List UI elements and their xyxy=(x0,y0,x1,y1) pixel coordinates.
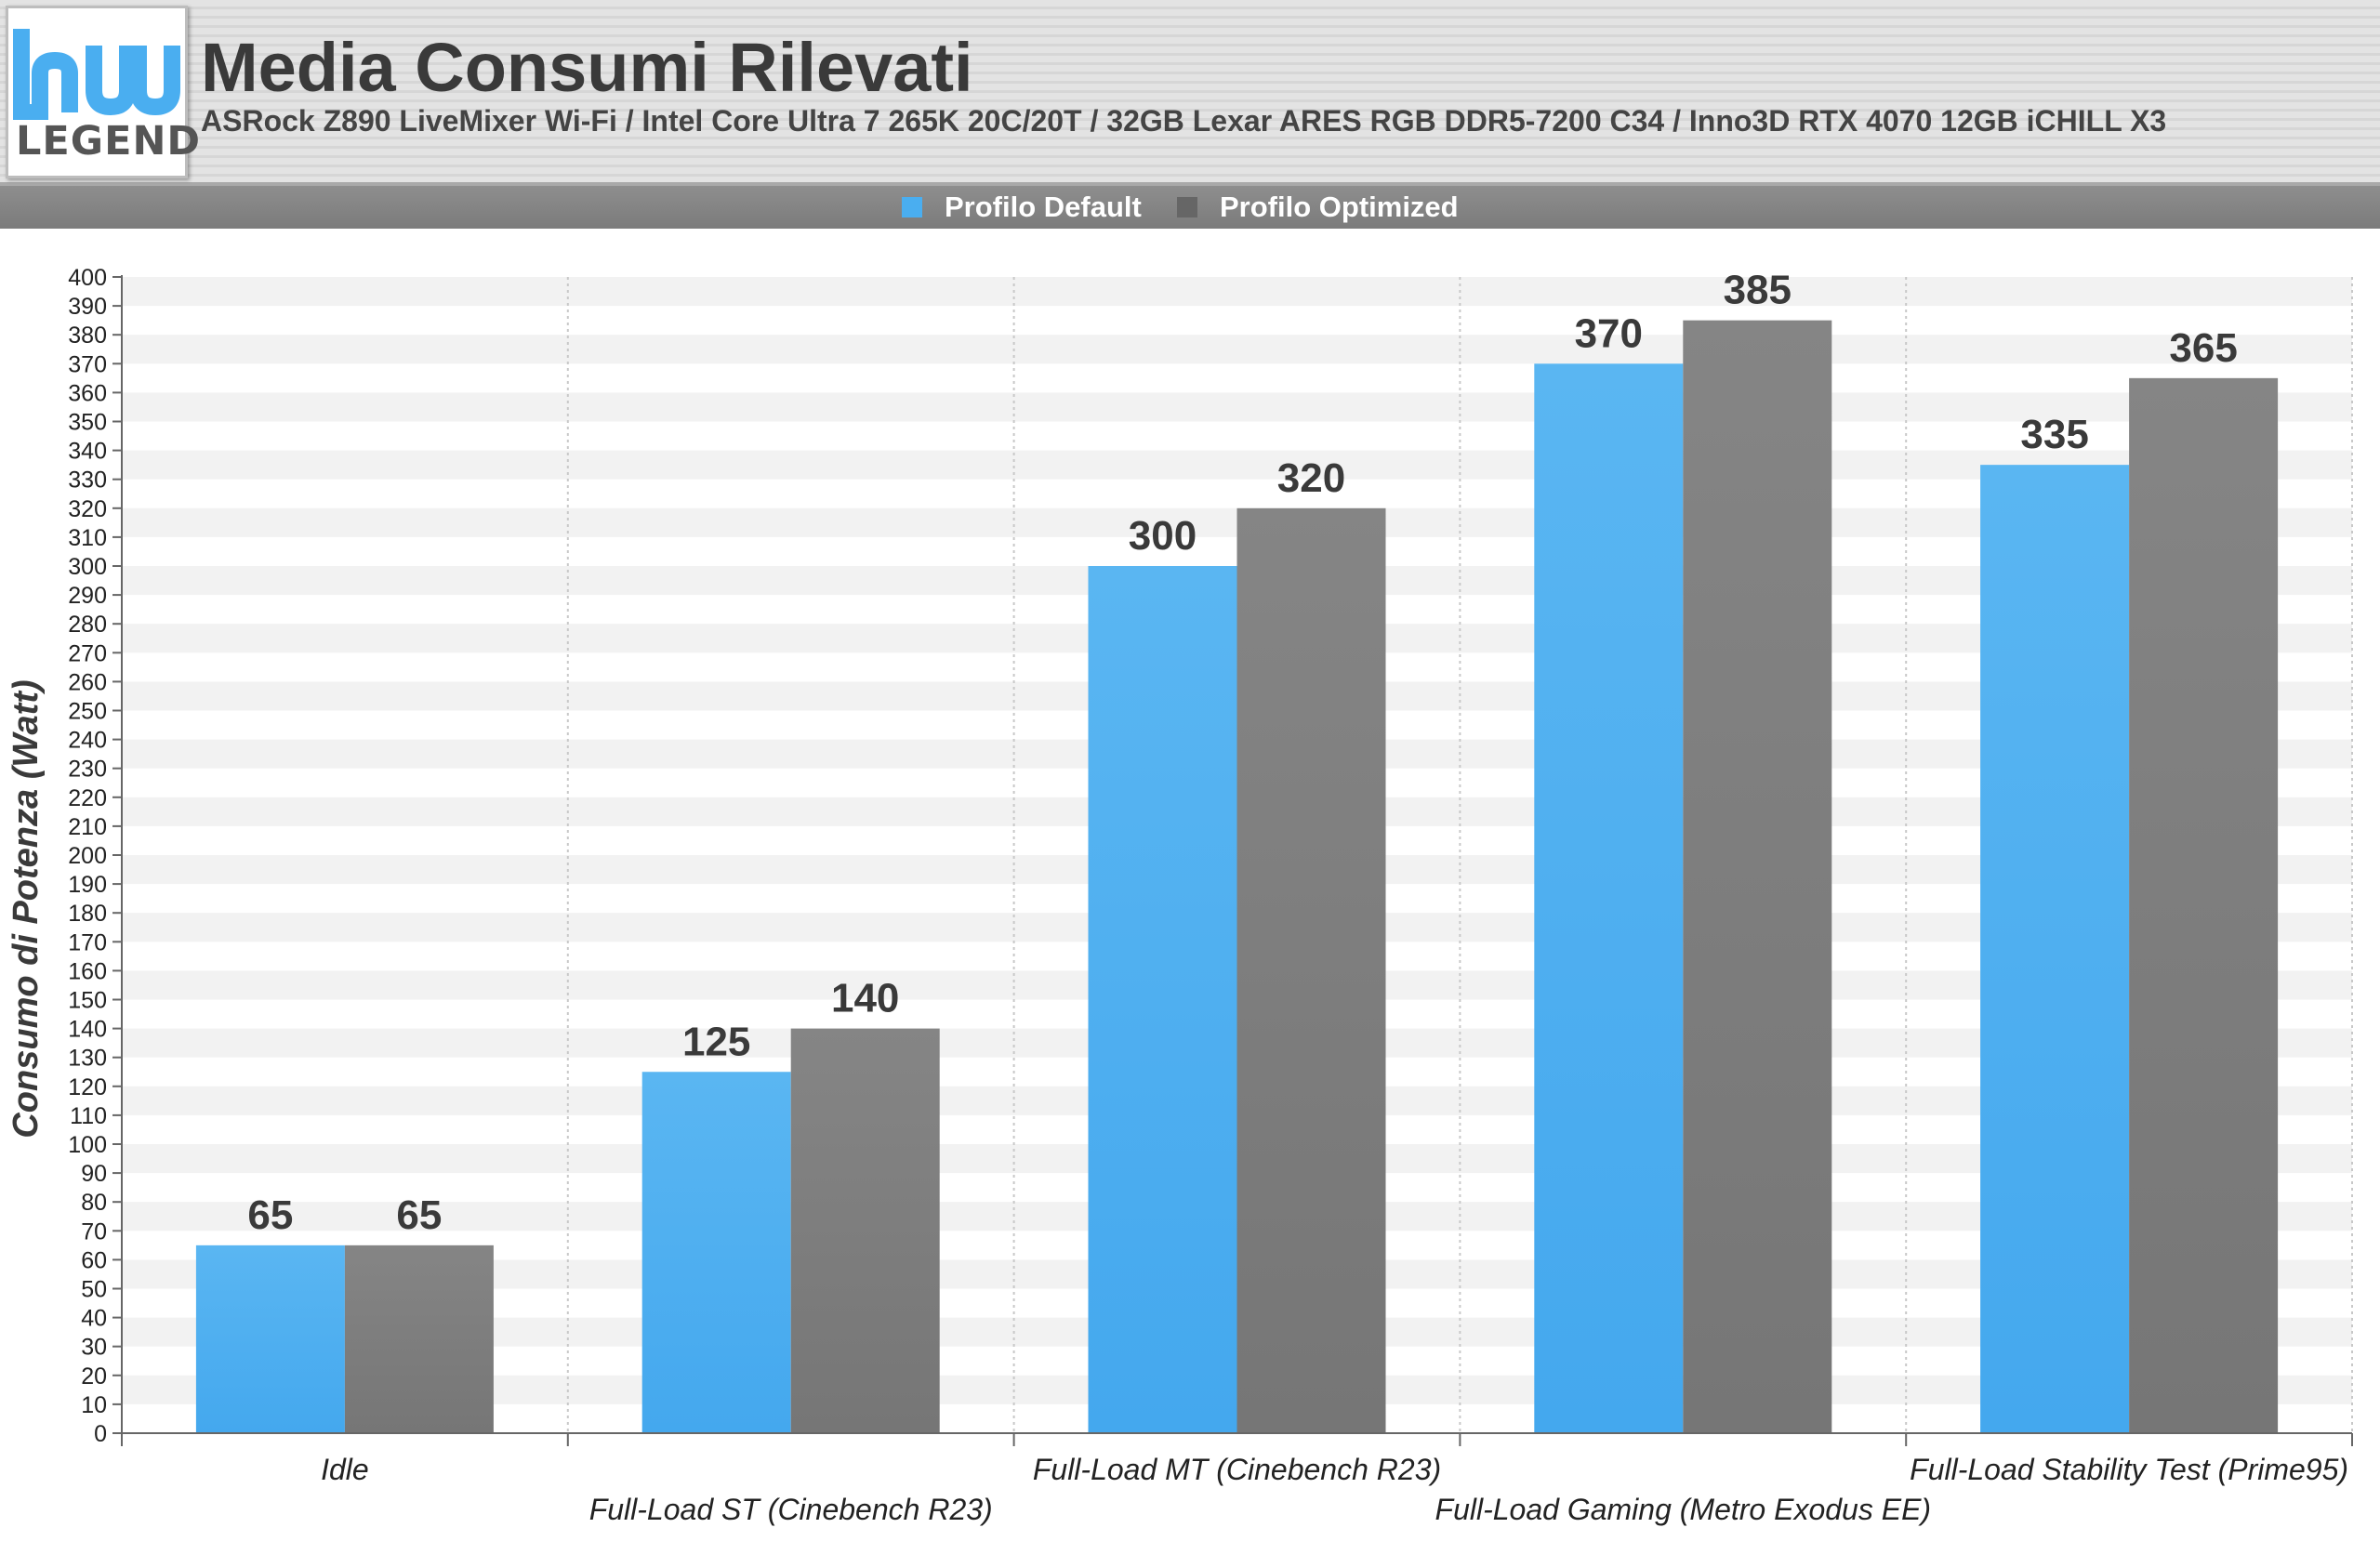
y-tick-label: 280 xyxy=(68,612,107,638)
x-tick-label: Full-Load ST (Cinebench R23) xyxy=(589,1493,993,1526)
y-tick-label: 30 xyxy=(81,1335,107,1361)
y-tick-label: 190 xyxy=(68,872,107,898)
y-tick-label: 120 xyxy=(68,1074,107,1100)
data-label: 320 xyxy=(1277,455,1345,501)
y-tick-label: 130 xyxy=(68,1046,107,1072)
bar-optimized xyxy=(1236,507,1386,1433)
y-tick-label: 300 xyxy=(68,554,107,580)
grid-stripe xyxy=(122,277,2352,307)
x-tick-label: Idle xyxy=(321,1453,369,1486)
y-tick-label: 380 xyxy=(68,323,107,349)
bar-optimized xyxy=(2129,377,2279,1434)
legend-swatch-optimized xyxy=(1177,197,1197,217)
data-labels: 65 125 300 370 335 65 140 320 385 365 xyxy=(247,268,2237,1238)
data-label: 140 xyxy=(831,976,899,1021)
y-tick-label: 180 xyxy=(68,901,107,927)
logo-mark xyxy=(13,29,180,120)
y-tick-label: 210 xyxy=(68,814,107,840)
bar-default xyxy=(641,1072,791,1433)
y-tick-label: 370 xyxy=(68,351,107,377)
y-tick-label: 70 xyxy=(81,1218,107,1245)
y-tick-label: 270 xyxy=(68,640,107,666)
y-axis-label: Consumo di Potenza (Watt) xyxy=(7,679,46,1138)
y-tick-label: 320 xyxy=(68,496,107,522)
x-tick-label: Full-Load MT (Cinebench R23) xyxy=(1033,1453,1441,1486)
x-tick-label: Full-Load Stability Test (Prime95) xyxy=(1910,1453,2348,1486)
y-tick-label: 0 xyxy=(94,1421,107,1447)
y-tick-label: 50 xyxy=(81,1277,107,1303)
category-separators xyxy=(566,277,2353,1433)
y-tick-label: 80 xyxy=(81,1190,107,1216)
bar-default xyxy=(1534,363,1684,1433)
y-tick-label: 20 xyxy=(81,1363,107,1390)
y-tick-label: 290 xyxy=(68,583,107,609)
y-tick-label: 350 xyxy=(68,410,107,436)
data-label: 370 xyxy=(1575,310,1643,356)
chart-subtitle: ASRock Z890 LiveMixer Wi-Fi / Intel Core… xyxy=(201,104,2167,138)
bar-default xyxy=(1980,465,2130,1433)
chart-header xyxy=(0,0,2380,229)
y-tick-label: 10 xyxy=(81,1392,107,1418)
y-tick-label: 100 xyxy=(68,1132,107,1158)
bar-default xyxy=(195,1245,345,1433)
logo-text: LEGEND xyxy=(16,118,202,165)
y-tick-label: 390 xyxy=(68,294,107,320)
y-tick-label: 140 xyxy=(68,1017,107,1043)
y-tick-label: 230 xyxy=(68,757,107,783)
y-tick-label: 220 xyxy=(68,785,107,811)
chart-title: Media Consumi Rilevati xyxy=(201,29,973,106)
legend-label-optimized: Profilo Optimized xyxy=(1220,191,1459,223)
y-tick-label: 170 xyxy=(68,929,107,955)
y-tick-label: 360 xyxy=(68,380,107,406)
legend-item-optimized: Profilo Optimized xyxy=(1177,191,1459,224)
bar-default xyxy=(1088,566,1237,1433)
y-tick-label: 60 xyxy=(81,1247,107,1273)
bar-optimized xyxy=(790,1028,940,1433)
legend-label-default: Profilo Default xyxy=(945,191,1142,223)
grid-stripe xyxy=(122,335,2352,364)
y-tick-label: 340 xyxy=(68,439,107,465)
y-tick-label: 40 xyxy=(81,1306,107,1332)
data-label: 365 xyxy=(2169,325,2237,371)
data-label: 300 xyxy=(1129,513,1197,559)
y-tick-label: 160 xyxy=(68,958,107,984)
y-tick-label: 260 xyxy=(68,669,107,695)
y-tick-label: 310 xyxy=(68,525,107,551)
y-tick-label: 240 xyxy=(68,728,107,754)
data-label: 65 xyxy=(247,1192,293,1238)
x-tick-labels: Idle Full-Load ST (Cinebench R23) Full-Loa… xyxy=(321,1453,2348,1526)
y-tick-label: 400 xyxy=(68,265,107,291)
grid-stripe xyxy=(122,392,2352,422)
bars-layer xyxy=(195,320,2279,1434)
data-label: 385 xyxy=(1724,268,1792,313)
y-tick-label: 200 xyxy=(68,843,107,869)
y-tick-label: 150 xyxy=(68,988,107,1014)
x-tick-label: Full-Load Gaming (Metro Exodus EE) xyxy=(1435,1493,1932,1526)
legend-item-default: Profilo Default xyxy=(902,191,1142,224)
data-label: 335 xyxy=(2020,412,2088,457)
bar-optimized xyxy=(344,1245,494,1433)
legend-swatch-default xyxy=(902,197,922,217)
data-label: 125 xyxy=(682,1019,750,1064)
bar-optimized xyxy=(1683,320,1832,1433)
title-band xyxy=(0,0,2380,186)
y-tick-label: 330 xyxy=(68,468,107,494)
hwlegend-logo: LEGEND xyxy=(6,6,202,178)
data-label: 65 xyxy=(396,1192,442,1238)
y-tick-label: 110 xyxy=(70,1103,107,1129)
y-tick-label: 250 xyxy=(68,699,107,725)
y-tick-label: 90 xyxy=(81,1161,107,1187)
